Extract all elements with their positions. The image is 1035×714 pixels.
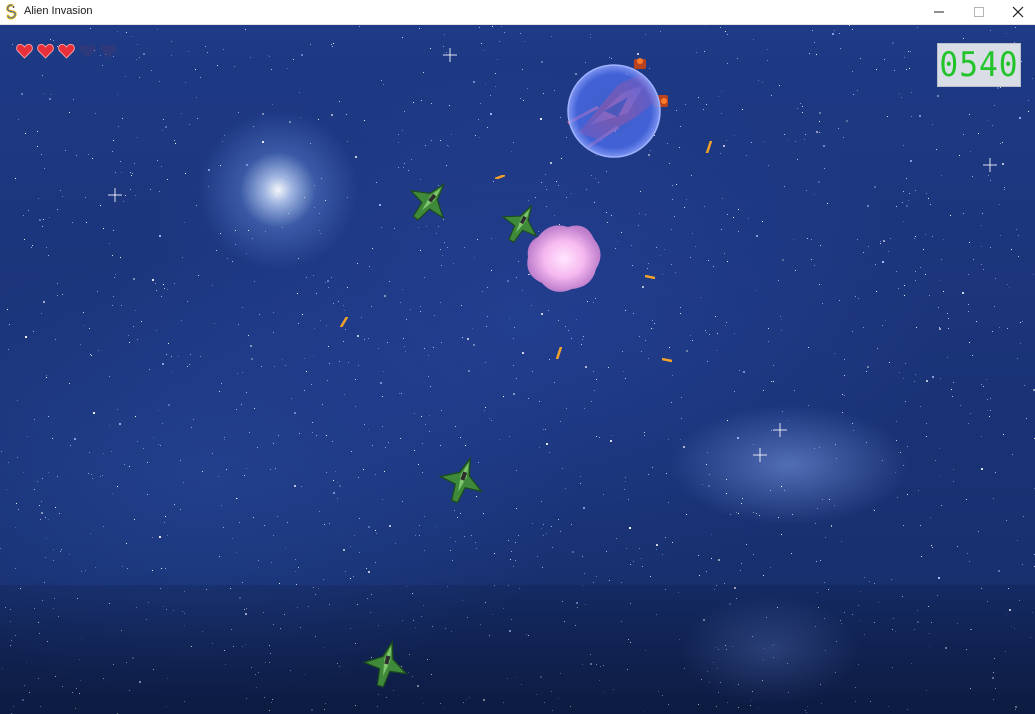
heart-icon-empty — [100, 44, 117, 58]
projectile — [645, 275, 655, 279]
game-canvas[interactable]: 0540 — [0, 25, 1035, 714]
score-value: 0540 — [939, 45, 1019, 85]
maximize-button[interactable] — [959, 0, 999, 24]
minimize-icon — [934, 11, 944, 13]
explosion-effect — [527, 225, 601, 292]
score-display: 0540 — [937, 43, 1021, 87]
close-icon — [1012, 6, 1024, 18]
enemy-ship — [501, 204, 538, 243]
enemy-ship — [438, 456, 484, 504]
projectile — [705, 141, 713, 153]
projectile — [662, 358, 672, 362]
heart-icon-full — [37, 43, 54, 59]
window-title: Alien Invasion — [24, 5, 93, 17]
enemy-ship — [362, 639, 408, 688]
heart-icon-full — [16, 43, 33, 59]
pygame-snake-icon — [6, 4, 17, 20]
close-button[interactable] — [998, 0, 1035, 24]
projectile — [556, 347, 562, 359]
projectile — [340, 317, 348, 327]
heart-icon-full — [58, 43, 75, 59]
heart-icon-empty — [79, 44, 96, 58]
enemy-ship — [409, 182, 446, 221]
maximize-icon — [974, 7, 984, 17]
title-bar[interactable]: Alien Invasion — [0, 0, 1035, 25]
minimize-button[interactable] — [919, 0, 959, 24]
lower-nebula-band — [0, 585, 1035, 714]
boss-ship-shielded — [567, 58, 668, 158]
projectile — [495, 175, 505, 179]
